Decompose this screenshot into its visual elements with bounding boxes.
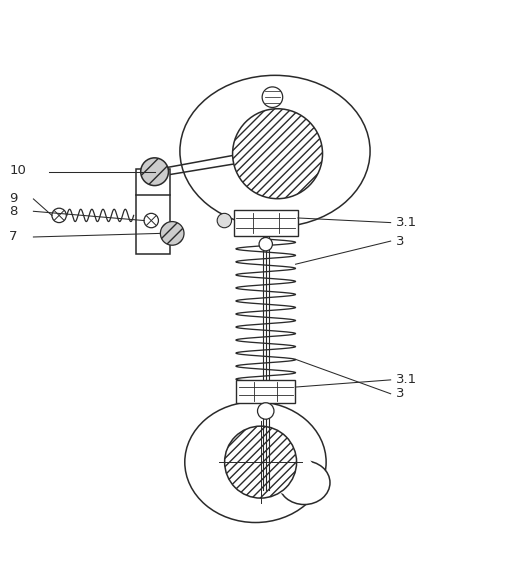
Bar <box>236 380 295 402</box>
Bar <box>136 169 170 254</box>
Text: 7: 7 <box>9 230 18 243</box>
Text: 8: 8 <box>9 205 17 218</box>
Text: 10: 10 <box>9 164 26 177</box>
Circle shape <box>160 222 184 245</box>
Ellipse shape <box>232 109 323 199</box>
Circle shape <box>52 208 66 223</box>
Ellipse shape <box>263 450 315 494</box>
Text: 9: 9 <box>9 192 17 205</box>
Circle shape <box>262 87 283 108</box>
Text: 3: 3 <box>396 387 405 400</box>
Ellipse shape <box>279 461 330 504</box>
Text: 3: 3 <box>396 235 405 247</box>
Ellipse shape <box>225 426 297 498</box>
Text: 3.1: 3.1 <box>396 216 417 229</box>
Ellipse shape <box>185 402 326 522</box>
Ellipse shape <box>180 75 370 227</box>
Circle shape <box>141 158 169 185</box>
Circle shape <box>259 238 272 251</box>
Circle shape <box>144 214 158 228</box>
Text: 3.1: 3.1 <box>396 373 417 386</box>
Circle shape <box>217 214 231 228</box>
Bar <box>233 210 298 236</box>
Circle shape <box>258 402 274 419</box>
